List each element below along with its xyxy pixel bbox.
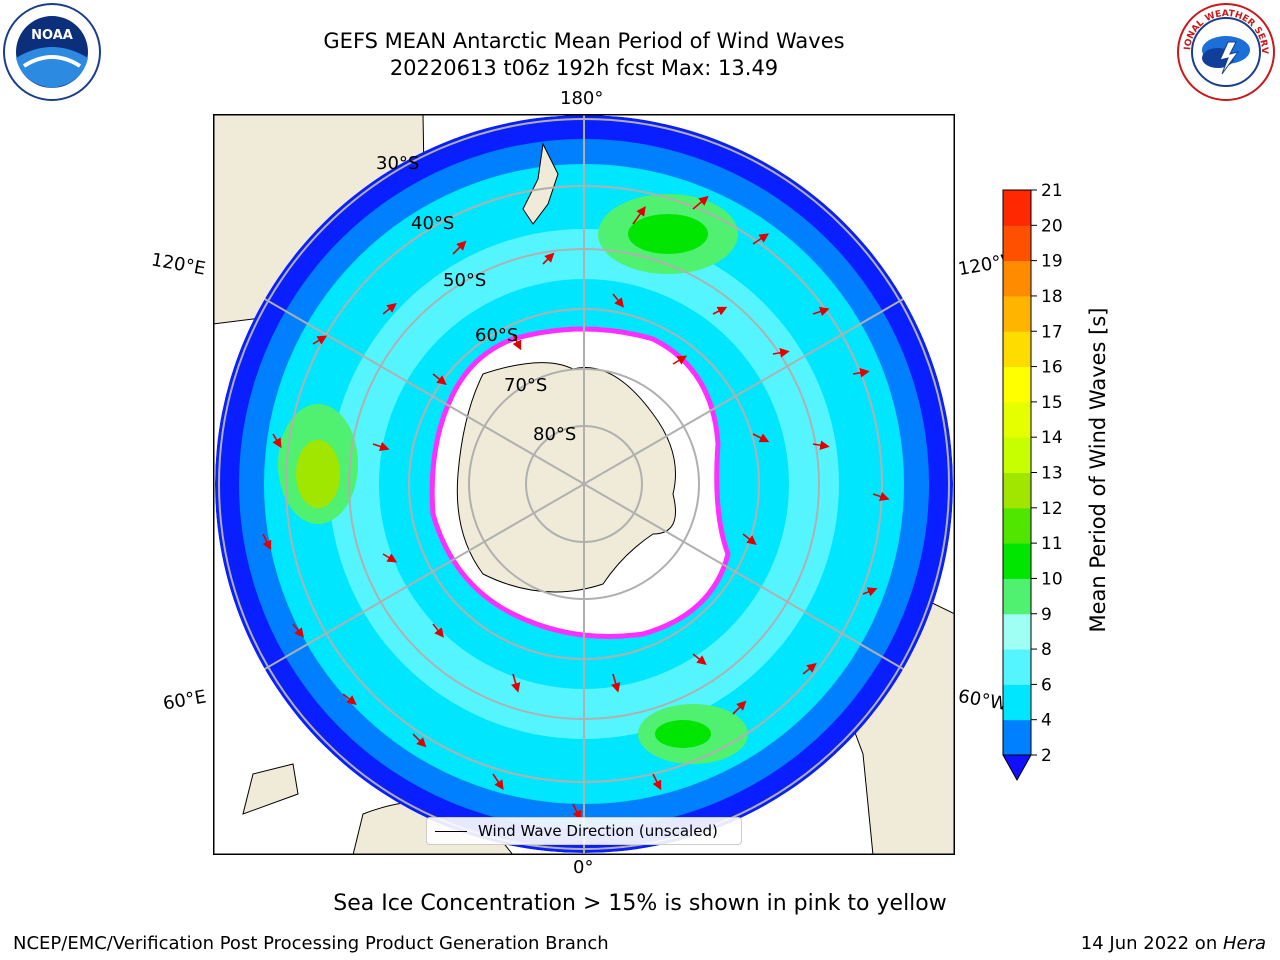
longitude-label-0: 0° (573, 857, 594, 878)
nws-logo: NATIONAL WEATHER SERVICE (1176, 2, 1275, 101)
colorbar-tick-label: 15 (1041, 393, 1063, 413)
longitude-label-120e: 120°E (149, 249, 208, 280)
chart-title: GEFS MEAN Antarctic Mean Period of Wind … (323, 29, 845, 53)
colorbar-band (1003, 401, 1031, 438)
colorbar-extend-arrow (1002, 754, 1032, 782)
map-legend: Wind Wave Direction (unscaled) (426, 817, 742, 845)
longitude-label-60e: 60°E (161, 686, 208, 715)
colorbar-band (1003, 684, 1031, 721)
colorbar: 2 4 6 8 9 10 11 12 13 14 15 16 17 18 19 20 21 (1002, 181, 1063, 782)
land-madagascar (242, 763, 299, 815)
latitude-label-70s: 70°S (504, 375, 547, 396)
colorbar-band (1003, 366, 1031, 403)
colorbar-tick-label: 20 (1041, 216, 1063, 236)
colorbar-band (1003, 260, 1031, 297)
colorbar-tick-label: 8 (1041, 640, 1052, 660)
colorbar-tick-label: 2 (1041, 746, 1052, 766)
land-new-zealand (522, 142, 559, 225)
colorbar-band (1003, 225, 1031, 262)
colorbar-band (1003, 649, 1031, 685)
colorbar-band (1003, 543, 1031, 579)
colorbar-tick-label: 21 (1041, 181, 1063, 201)
footer-host: Hera (1222, 933, 1266, 954)
legend-label: Wind Wave Direction (unscaled) (478, 822, 718, 840)
latitude-label-40s: 40°S (411, 213, 454, 234)
colorbar-band (1003, 295, 1031, 332)
longitude-label-180: 180° (560, 88, 604, 109)
latitude-label-30s: 30°S (376, 153, 419, 174)
noaa-logo: NOAA (3, 3, 101, 101)
latitude-label-80s: 80°S (533, 424, 576, 445)
colorbar-tick-label: 6 (1041, 675, 1052, 695)
noaa-logo-text: NOAA (31, 28, 73, 43)
colorbar-band (1003, 190, 1031, 226)
colorbar-tick-label: 18 (1041, 287, 1063, 307)
colorbar-tick-label: 17 (1041, 322, 1063, 342)
chart-subtitle-forecast: 20220613 t06z 192h fcst Max: 13.49 (389, 56, 779, 80)
colorbar-band (1003, 507, 1031, 544)
colorbar-tick-label: 11 (1041, 534, 1063, 554)
colorbar-label: Mean Period of Wind Waves [s] (1086, 307, 1110, 633)
footer-date-text: 14 Jun 2022 on (1080, 933, 1223, 954)
colorbar-band (1003, 578, 1031, 615)
polar-map: 30°S 40°S 50°S 60°S 70°S 80°S (213, 114, 955, 855)
latitude-label-60s: 60°S (475, 325, 518, 346)
wind-wave-arrows (262, 195, 890, 821)
footer-credit: NCEP/EMC/Verification Post Processing Pr… (13, 933, 609, 954)
colorbar-band (1003, 472, 1031, 509)
footer-date: 14 Jun 2022 on Hera (1081, 933, 1266, 954)
colorbar-band (1003, 331, 1031, 368)
colorbar-band (1003, 719, 1031, 756)
colorbar-tick-label: 4 (1041, 711, 1052, 731)
legend-line-swatch (435, 831, 467, 832)
colorbar-tick-label: 12 (1041, 499, 1063, 519)
colorbar-band (1003, 437, 1031, 473)
colorbar-tick-label: 14 (1041, 428, 1063, 448)
colorbar-tick-label: 16 (1041, 358, 1063, 378)
colorbar-band (1003, 613, 1031, 650)
colorbar-tick-label: 9 (1041, 605, 1052, 625)
colorbar-tick-label: 10 (1041, 569, 1063, 589)
colorbar-tick-label: 19 (1041, 252, 1063, 272)
latitude-label-50s: 50°S (443, 270, 486, 291)
colorbar-tick-label: 13 (1041, 464, 1063, 484)
sea-ice-note: Sea Ice Concentration > 15% is shown in … (333, 891, 947, 916)
